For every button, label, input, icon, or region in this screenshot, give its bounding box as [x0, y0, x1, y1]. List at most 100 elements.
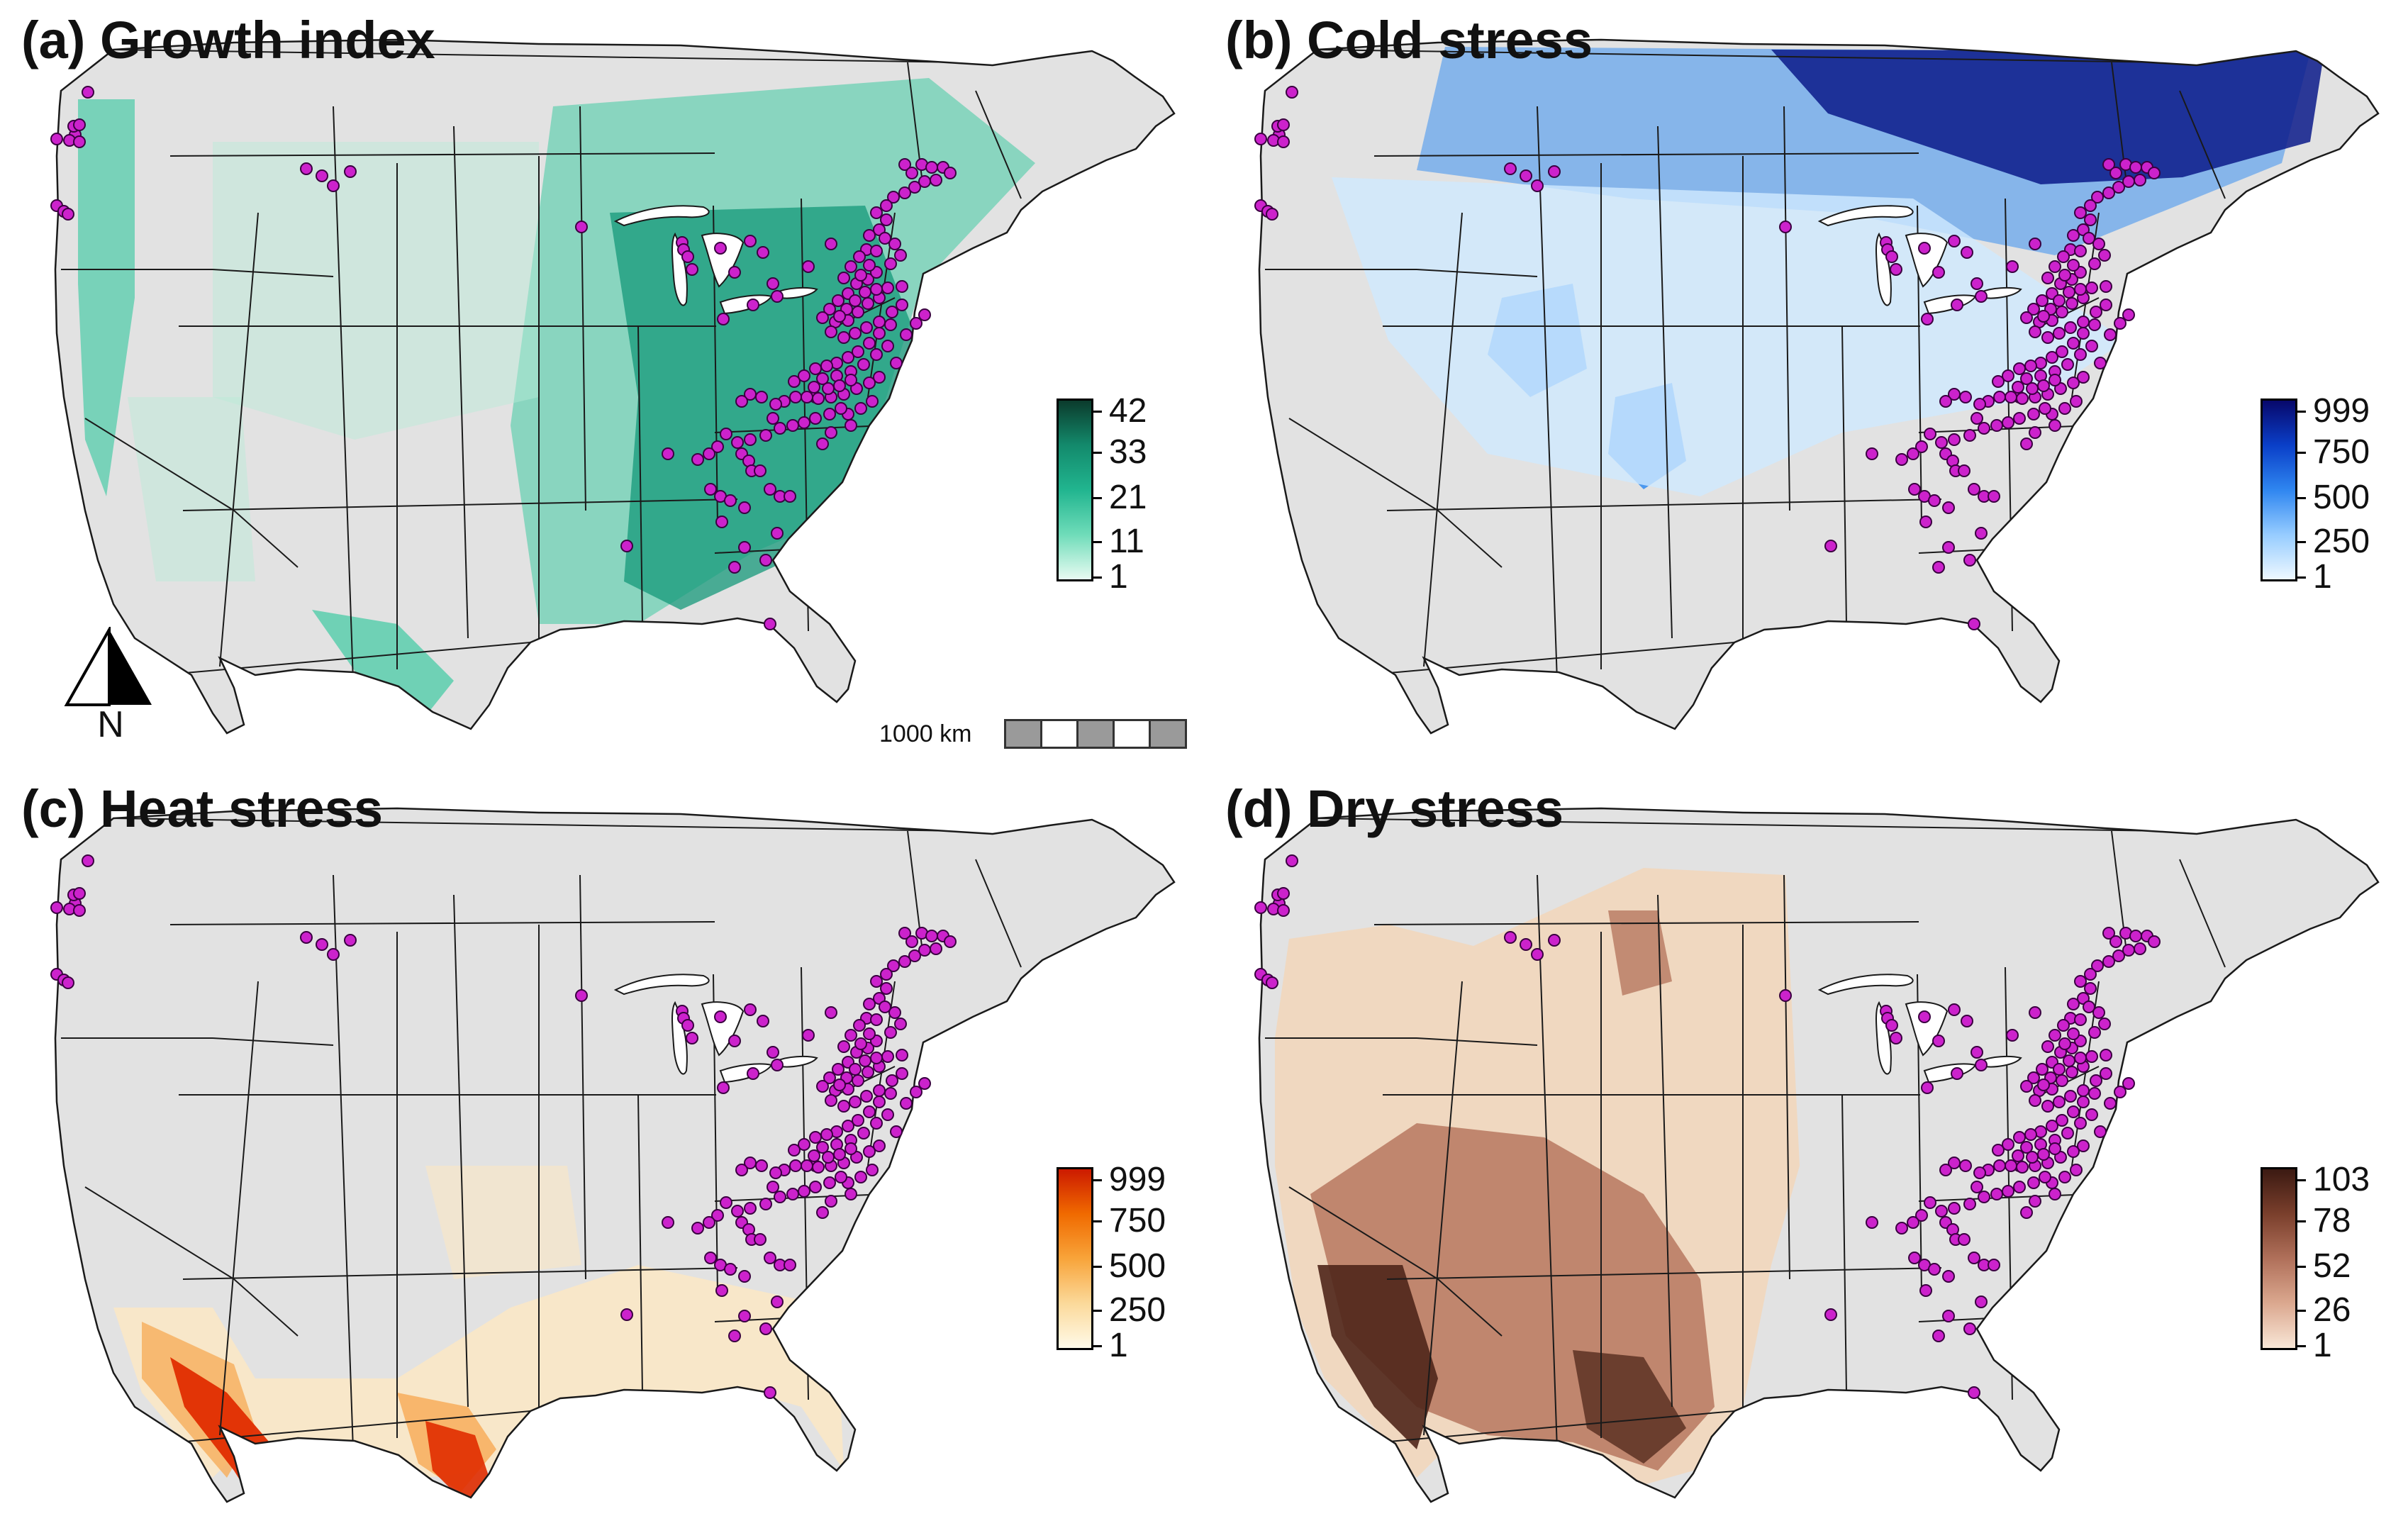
sample-point — [2074, 245, 2087, 257]
sample-point — [1971, 1181, 1983, 1193]
sample-point — [744, 1003, 757, 1016]
sample-point — [910, 1086, 922, 1098]
sample-point — [1948, 433, 1961, 446]
sample-point — [879, 1001, 891, 1013]
legend-tick — [2297, 452, 2306, 454]
sample-point — [2112, 949, 2125, 962]
sample-point — [2102, 927, 2115, 940]
sample-point — [880, 213, 893, 226]
legend-label: 250 — [2313, 523, 2370, 560]
legend-label: 1 — [2313, 558, 2332, 596]
sample-point — [908, 949, 921, 962]
sample-point — [767, 412, 779, 425]
state-border — [233, 510, 299, 568]
legend-tick — [1093, 1179, 1102, 1181]
sample-point — [820, 1128, 833, 1141]
state-border — [1657, 126, 1673, 639]
sample-point — [823, 1176, 836, 1189]
map-panel-b: (b) Cold stress 999 750 500 250 1 — [1204, 0, 2408, 769]
sample-point — [1885, 1019, 1898, 1032]
legend-label: 33 — [1109, 433, 1147, 471]
sample-point — [784, 490, 796, 503]
coastline — [1258, 807, 2380, 1503]
sample-point — [1924, 428, 1936, 440]
sample-point — [860, 321, 873, 334]
sample-point — [744, 235, 757, 247]
sample-point — [2013, 362, 2026, 375]
sample-point — [1277, 904, 1290, 917]
state-border — [1416, 1037, 1538, 1046]
sample-point — [2002, 1185, 2014, 1198]
sample-point — [918, 308, 931, 321]
sample-point — [1890, 263, 1902, 276]
sample-point — [1277, 118, 1290, 131]
sample-point — [849, 327, 862, 340]
sample-point — [786, 1188, 799, 1200]
sample-point — [2016, 1161, 2029, 1174]
state-border — [1373, 152, 1919, 157]
sample-point — [2029, 325, 2041, 338]
sample-point — [849, 1096, 862, 1108]
sample-point — [2148, 167, 2161, 179]
north-arrow-right-half — [109, 630, 152, 705]
sample-point — [1919, 516, 1932, 528]
sample-point — [1951, 1067, 1963, 1080]
sample-point — [82, 86, 94, 99]
sample-point — [1932, 266, 1945, 279]
sample-point — [832, 1063, 845, 1076]
sample-point — [880, 199, 893, 212]
sample-point — [2016, 392, 2029, 405]
sample-point — [2020, 311, 2033, 324]
sample-point — [2084, 968, 2097, 981]
sample-point — [1779, 221, 1792, 233]
sample-point — [1963, 1198, 1976, 1210]
sample-point — [837, 1100, 850, 1113]
sample-point — [870, 348, 883, 361]
state-border — [1537, 106, 1558, 681]
sample-point — [789, 391, 802, 403]
legend-label: 1 — [1109, 558, 1128, 596]
sample-point — [2020, 1206, 2033, 1219]
sample-point — [2088, 1026, 2101, 1039]
sample-point — [2100, 299, 2112, 311]
sample-point — [2122, 175, 2135, 188]
state-border — [1317, 818, 2169, 832]
sample-point — [820, 360, 833, 372]
sample-point — [2037, 1148, 2050, 1161]
state-border — [1783, 874, 1790, 1280]
sample-point — [731, 436, 744, 449]
sample-point — [896, 1067, 908, 1080]
legend-tick — [2297, 1310, 2306, 1312]
sample-point — [873, 1096, 886, 1108]
sample-point — [2024, 360, 2037, 372]
state-border — [1918, 1193, 2091, 1202]
sample-point — [2088, 257, 2101, 270]
sample-point — [662, 1216, 674, 1229]
sample-point — [2074, 283, 2087, 296]
state-border — [113, 49, 965, 63]
sample-point — [316, 169, 328, 182]
sample-point — [1971, 277, 1983, 290]
sample-point — [1824, 1308, 1837, 1321]
sample-point — [866, 395, 879, 408]
map-panel-a: (a) Growth index 42 33 21 11 1 1000 km N — [0, 0, 1204, 769]
sample-point — [896, 280, 908, 293]
sample-point — [2070, 1164, 2083, 1176]
sample-point — [2067, 377, 2080, 389]
sample-point — [1948, 235, 1961, 247]
state-border — [1288, 1186, 1439, 1280]
sample-point — [2077, 1084, 2090, 1097]
sample-point — [2029, 1006, 2041, 1019]
legend-label: 250 — [1109, 1291, 1166, 1329]
sample-point — [62, 976, 74, 989]
sample-point — [711, 440, 724, 453]
legend-tick — [2297, 576, 2306, 579]
sample-point — [849, 1063, 862, 1076]
map-panel-d: (d) Dry stress 103 78 52 26 1 — [1204, 769, 2408, 1537]
sample-point — [2085, 1108, 2098, 1121]
sample-point — [816, 438, 829, 450]
sample-point — [1942, 1310, 1955, 1322]
sample-point — [854, 402, 867, 415]
sample-point — [2056, 345, 2068, 358]
sample-point — [2129, 930, 2142, 942]
